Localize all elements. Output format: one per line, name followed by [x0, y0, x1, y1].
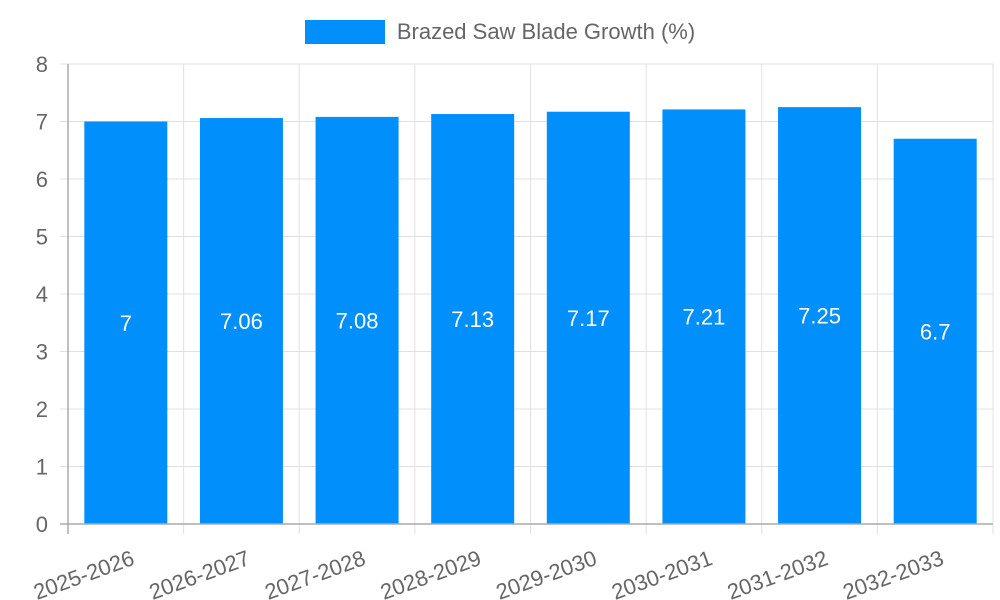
x-tick-label: 2032-2033 — [839, 545, 946, 600]
bar-value-label: 7 — [120, 311, 132, 336]
bar-value-label: 7.08 — [336, 308, 379, 333]
x-tick-label: 2031-2032 — [724, 545, 831, 600]
y-tick-label: 2 — [36, 397, 48, 422]
y-tick-label: 0 — [36, 512, 48, 537]
bar-value-label: 7.06 — [220, 309, 263, 334]
bar[interactable] — [199, 118, 283, 525]
chart-legend: Brazed Saw Blade Growth (%) — [0, 19, 1000, 45]
bar[interactable] — [662, 109, 746, 525]
x-tick-label: 2025-2026 — [30, 545, 137, 600]
legend-swatch[interactable] — [304, 20, 385, 44]
bar[interactable] — [893, 138, 977, 524]
bar[interactable] — [431, 114, 515, 525]
bar-value-label: 6.7 — [920, 319, 951, 344]
y-tick-label: 7 — [36, 110, 48, 135]
y-tick-label: 3 — [36, 340, 48, 365]
y-tick-label: 4 — [36, 282, 48, 307]
x-tick-label: 2027-2028 — [261, 545, 368, 600]
x-tick-label: 2028-2029 — [377, 545, 484, 600]
bar-value-label: 7.21 — [683, 305, 726, 330]
x-tick-label: 2029-2030 — [493, 545, 600, 600]
y-tick-label: 6 — [36, 167, 48, 192]
bar[interactable] — [84, 121, 168, 525]
bar[interactable] — [315, 116, 399, 525]
y-tick-label: 1 — [36, 455, 48, 480]
x-tick-label: 2030-2031 — [608, 545, 715, 600]
y-tick-label: 8 — [36, 52, 48, 77]
y-tick-label: 5 — [36, 225, 48, 250]
bar[interactable] — [778, 107, 862, 524]
bar[interactable] — [546, 111, 630, 524]
legend-label[interactable]: Brazed Saw Blade Growth (%) — [396, 19, 696, 44]
x-tick-label: 2026-2027 — [146, 545, 253, 600]
bar-value-label: 7.13 — [451, 307, 494, 332]
bar-value-label: 7.25 — [798, 304, 841, 329]
bar-value-label: 7.17 — [567, 306, 610, 331]
